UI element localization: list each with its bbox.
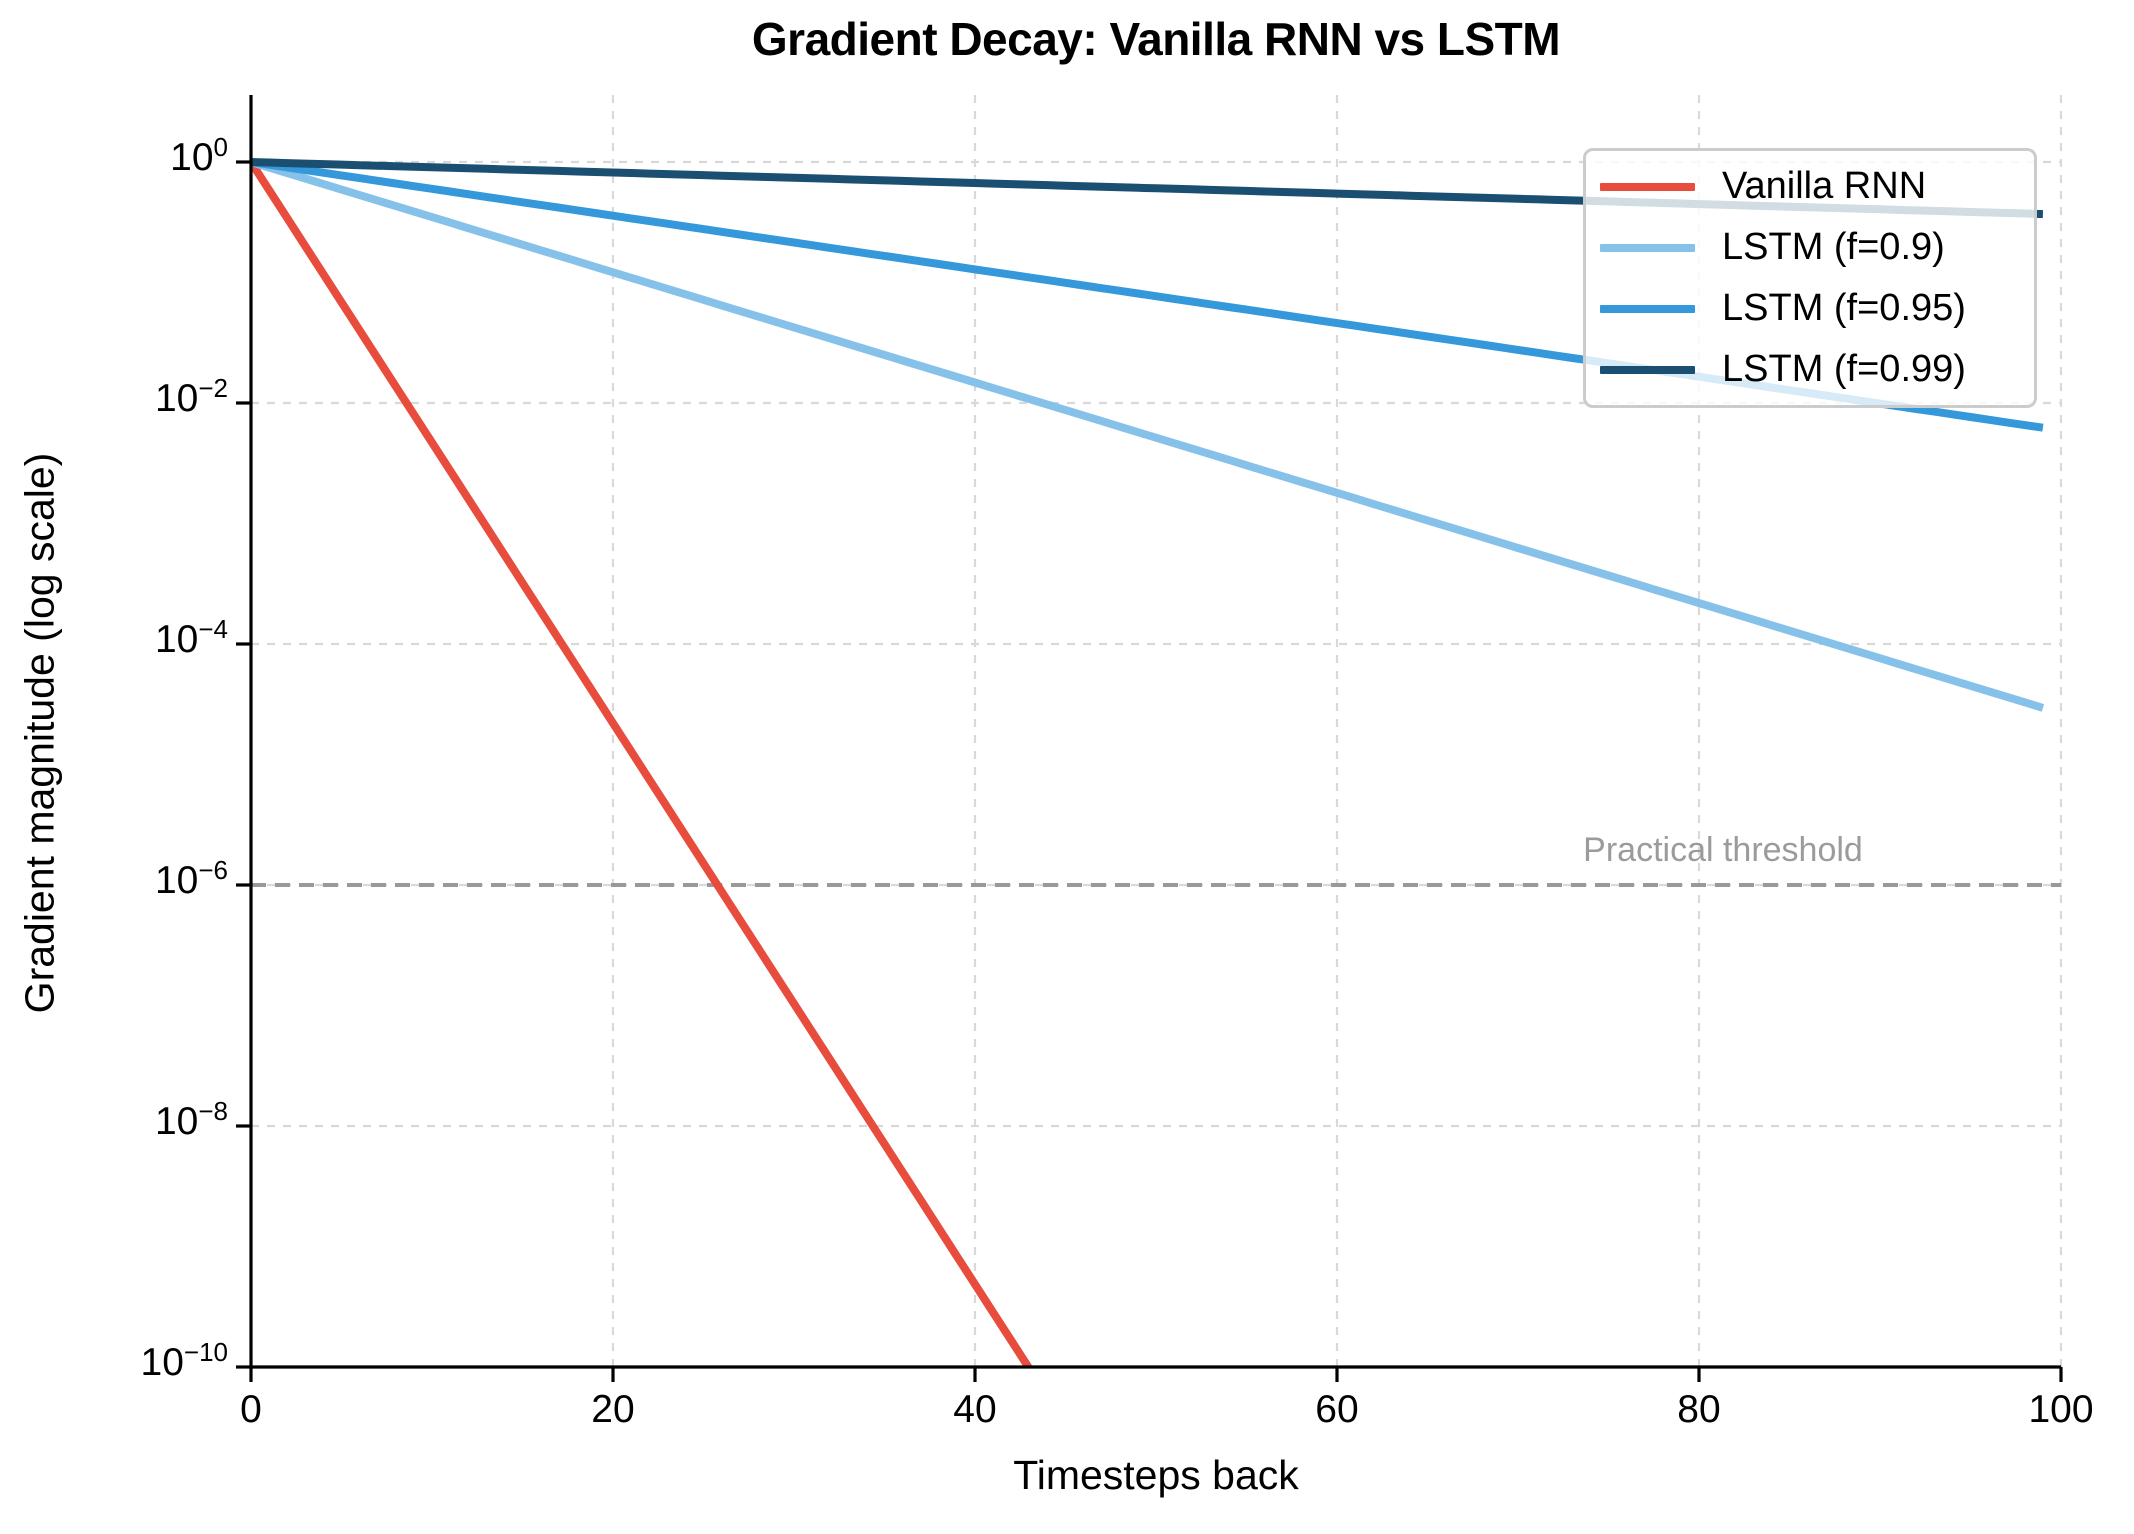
legend-item-lstm-f099: LSTM (f=0.99) — [1600, 339, 2034, 400]
legend-label: Vanilla RNN — [1722, 165, 1927, 207]
legend-line-swatch-lstm-f099 — [1600, 365, 1695, 374]
x-axis-label: Timesteps back — [1013, 1452, 1299, 1498]
y-axis-label: Gradient magnitude (log scale) — [16, 452, 63, 1014]
chart-title: Gradient Decay: Vanilla RNN vs LSTM — [751, 13, 1561, 65]
y-tick-label-1e-6: 10−6 — [154, 854, 228, 902]
series-line-Vanilla RNN — [251, 159, 1034, 1367]
legend-item-vanilla-rnn: Vanilla RNN — [1600, 156, 2034, 217]
series-line-LSTM (f=0.9) — [251, 158, 2045, 712]
y-tick-label-1e0: 100 — [170, 131, 228, 179]
x-tick-label-40: 40 — [953, 1388, 997, 1431]
legend-line-swatch-vanilla-rnn — [1600, 182, 1695, 191]
legend-label: LSTM (f=0.95) — [1722, 287, 1966, 329]
y-tick-label-1e-10: 10−10 — [140, 1337, 229, 1384]
x-tick-label-100: 100 — [2028, 1388, 2094, 1431]
legend-item-lstm-f09: LSTM (f=0.9) — [1600, 217, 2034, 278]
legend-label: LSTM (f=0.9) — [1722, 226, 1945, 268]
y-tick-label-1e-8: 10−8 — [154, 1095, 228, 1143]
x-tick-label-80: 80 — [1677, 1388, 1721, 1431]
threshold-annotation: Practical threshold — [1583, 831, 1863, 869]
y-tick-label-1e-2: 10−2 — [154, 372, 228, 420]
legend-line-swatch-lstm-f09 — [1600, 243, 1695, 252]
x-tick-label-20: 20 — [591, 1388, 635, 1431]
legend-item-lstm-f095: LSTM (f=0.95) — [1600, 278, 2034, 339]
legend-label: LSTM (f=0.99) — [1722, 348, 1966, 390]
legend: Vanilla RNN LSTM (f=0.9) LSTM (f=0.95) L… — [1583, 148, 2037, 408]
y-tick-label-1e-4: 10−4 — [154, 613, 228, 661]
tick-marks — [236, 160, 2063, 1382]
axes-spines — [249, 95, 2061, 1369]
x-tick-label-60: 60 — [1315, 1388, 1359, 1431]
legend-line-swatch-lstm-f095 — [1600, 304, 1695, 313]
x-tick-label-0: 0 — [240, 1388, 262, 1431]
